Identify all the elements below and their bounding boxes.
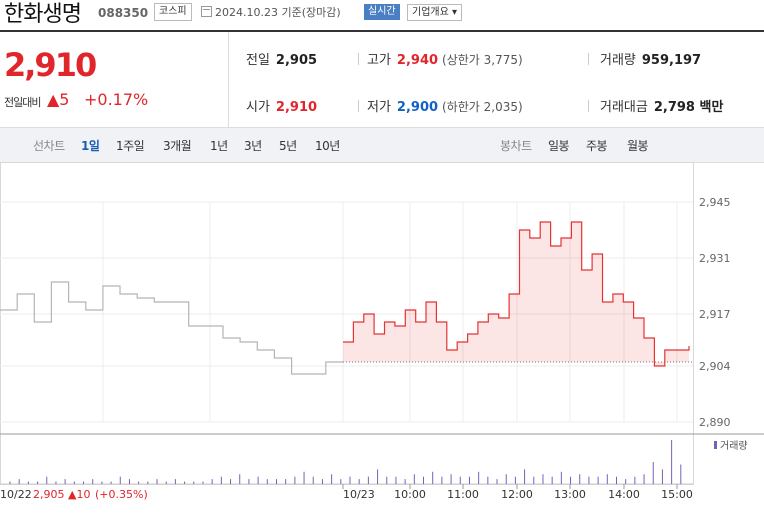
change-percent: +0.17% [84, 90, 149, 109]
x-tick-label: 13:00 [554, 488, 586, 501]
y-tick-label: 2,904 [699, 360, 731, 373]
chart-period-bar: 선차트 1일 1주일 3개월 1년 3년 5년 10년 봉차트 일봉 주봉 월봉 [0, 128, 764, 163]
prev-day-change: ▲10 [68, 488, 90, 501]
low-cell: 저가 2,900 (하한가 2,035) [367, 96, 523, 115]
open-cell: 시가 2,910 [246, 96, 317, 115]
calendar-icon [201, 6, 212, 17]
y-tick-label: 2,945 [699, 196, 731, 209]
low-label: 저가 [367, 100, 391, 115]
trade-value-value: 2,798 백만 [653, 100, 724, 115]
trade-value-label: 거래대금 [600, 100, 648, 115]
divider [588, 100, 589, 112]
change-value: ▲5 [47, 90, 70, 109]
volume-legend-swatch [714, 441, 717, 449]
today-line [343, 221, 690, 367]
x-tick-label: 14:00 [608, 488, 640, 501]
y-tick-label: 2,890 [699, 416, 731, 429]
price-summary: 2,910 전일대비 ▲5 +0.17% 전일 2,905 시가 2,910 고가 2… [0, 30, 764, 128]
open-label: 시가 [246, 100, 270, 115]
high-cell: 고가 2,940 (상한가 3,775) [367, 49, 523, 68]
prev-day-line [0, 281, 343, 375]
candle-weekly[interactable]: 주봉 [586, 139, 608, 153]
realtime-button[interactable]: 실시간 [364, 4, 400, 20]
volume-value: 959,197 [641, 53, 702, 68]
x-tick-label: 15:00 [661, 488, 693, 501]
high-label: 고가 [367, 53, 391, 68]
base-date: 2024.10.23 기준(장마감) [215, 6, 341, 19]
trade-value-cell: 거래대금 2,798 백만 [600, 96, 723, 115]
x-tick-label: 10/23 [343, 488, 375, 501]
x-tick-label: 10/22 [0, 488, 32, 501]
line-chart-label: 선차트 [33, 139, 65, 153]
company-name: 한화생명 [4, 2, 82, 27]
open-value: 2,910 [275, 100, 318, 115]
current-price-panel: 2,910 전일대비 ▲5 +0.17% [0, 32, 229, 128]
period-3months[interactable]: 3개월 [163, 139, 192, 153]
upper-limit: (상한가 3,775) [442, 53, 523, 67]
x-tick-label: 11:00 [447, 488, 479, 501]
period-3years[interactable]: 3년 [244, 139, 262, 153]
divider [358, 53, 359, 65]
price-chart-svg: 2,945 2,931 2,917 2,904 2,890 거래량 10/22 2,905 ▲1… [0, 162, 764, 501]
candle-chart-label: 봉차트 [500, 139, 532, 153]
change-label: 전일대비 [4, 96, 41, 109]
lower-limit: (하한가 2,035) [442, 100, 523, 114]
y-tick-label: 2,917 [699, 308, 731, 321]
prev-day-price: 2,905 [33, 488, 65, 501]
prev-close-value: 2,905 [275, 53, 318, 68]
prev-day-percent: (+0.35%) [95, 488, 148, 501]
company-overview-dropdown[interactable]: 기업개요 ▾ [407, 4, 462, 21]
volume-cell: 거래량 959,197 [600, 49, 701, 68]
price-chart[interactable]: 2,945 2,931 2,917 2,904 2,890 거래량 10/22 2,905 ▲1… [0, 162, 764, 520]
divider [358, 100, 359, 112]
prev-close-cell: 전일 2,905 [246, 49, 317, 68]
candle-daily[interactable]: 일봉 [548, 139, 570, 153]
current-price: 2,910 [4, 46, 97, 84]
stock-code: 088350 [98, 6, 149, 20]
stock-header: 한화생명 088350 코스피 2024.10.23 기준(장마감) 실시간 기… [0, 0, 764, 30]
period-1day[interactable]: 1일 [81, 139, 100, 153]
low-value: 2,900 [396, 100, 439, 115]
volume-legend-label: 거래량 [720, 440, 748, 452]
x-tick-label: 12:00 [501, 488, 533, 501]
period-5years[interactable]: 5년 [279, 139, 297, 153]
period-10years[interactable]: 10년 [315, 139, 340, 153]
prev-close-label: 전일 [246, 53, 270, 68]
period-1year[interactable]: 1년 [210, 139, 228, 153]
y-tick-label: 2,931 [699, 252, 731, 265]
market-badge: 코스피 [154, 3, 192, 21]
divider [588, 53, 589, 65]
period-1week[interactable]: 1주일 [116, 139, 145, 153]
high-value: 2,940 [396, 53, 439, 68]
candle-monthly[interactable]: 월봉 [627, 139, 649, 153]
volume-label: 거래량 [600, 53, 636, 68]
x-tick-label: 10:00 [394, 488, 426, 501]
